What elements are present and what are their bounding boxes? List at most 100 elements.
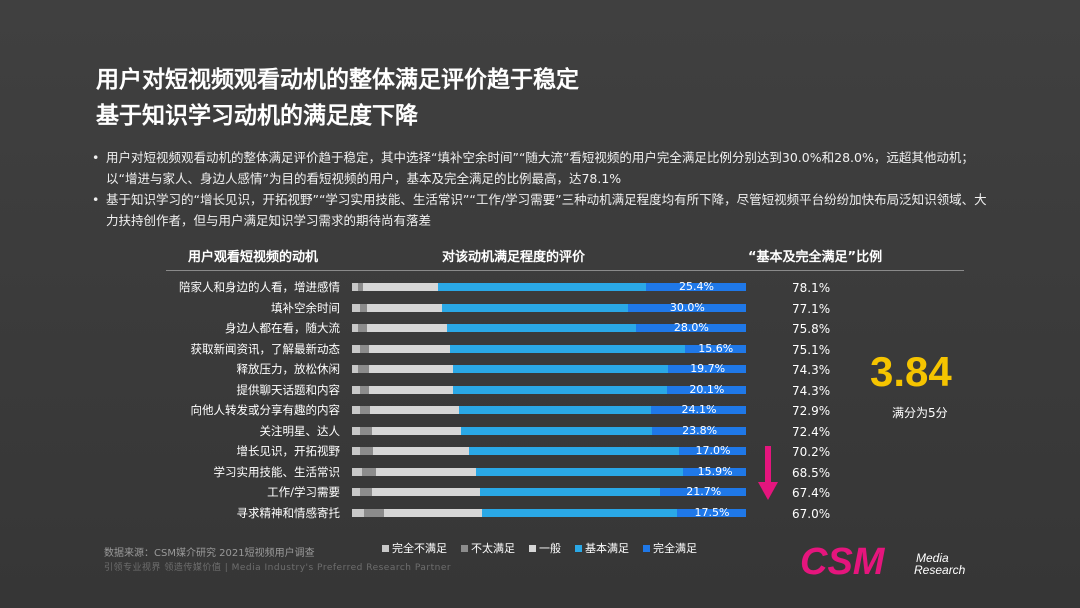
- bar-segment: [369, 344, 451, 353]
- csm-logo: CSM Media Research: [800, 541, 966, 582]
- bar-segment: [352, 303, 360, 312]
- category-label: 寻求精神和情感寄托: [236, 505, 341, 520]
- bar-segment: [683, 467, 746, 476]
- bar-segment: [359, 488, 373, 496]
- bar-segment: [359, 406, 371, 414]
- bar-segment: [684, 344, 746, 353]
- ratio-label: 68.5%: [792, 465, 831, 480]
- bar-segment: [668, 365, 746, 373]
- bar-segment: [677, 508, 746, 517]
- bar-segment: [359, 426, 373, 435]
- header-motive: 用户观看短视频的动机: [188, 250, 319, 265]
- header-ratio: “基本及完全满足”比例: [748, 250, 883, 265]
- ratio-label: 75.1%: [792, 342, 831, 357]
- bar-segment: [476, 467, 684, 476]
- bar-segment: [352, 324, 358, 332]
- bar-segment: [352, 447, 360, 455]
- full-satisfied-label: 25.4%: [678, 280, 714, 293]
- legend-swatch-icon: [529, 544, 536, 552]
- legend-swatch-icon: [382, 544, 389, 552]
- ratio-label: 67.0%: [792, 506, 831, 521]
- bar-segment: [372, 426, 461, 435]
- bar-row: [352, 324, 746, 332]
- bar-segment: [469, 447, 679, 455]
- full-satisfied-label: 24.1%: [681, 403, 717, 416]
- bar-segment: [357, 283, 364, 291]
- bar-segment: [438, 283, 646, 291]
- bar-segment: [357, 324, 367, 332]
- bar-segment: [372, 488, 481, 496]
- legend-label: 基本满足: [585, 542, 629, 555]
- data-source: 数据来源：CSM媒介研究 2021短视频用户调查: [104, 548, 315, 559]
- header-divider: [166, 270, 964, 271]
- full-satisfied-label: 21.7%: [686, 485, 722, 498]
- bullet-dot-icon: •: [92, 150, 100, 165]
- legend-item: 基本满足: [575, 540, 629, 556]
- bullet-item: • 基于知识学习的“增长见识，开拓视野”“学习实用技能、生活常识”“工作/学习需…: [92, 189, 992, 231]
- bar-segment: [635, 324, 746, 332]
- bar-segment: [352, 283, 358, 291]
- category-label: 学习实用技能、生活常识: [213, 464, 341, 479]
- bar-segment: [368, 365, 454, 373]
- bar-segment: [352, 365, 358, 373]
- bar-segment: [359, 344, 370, 353]
- legend-swatch-icon: [461, 544, 468, 552]
- bar-segment: [645, 283, 746, 291]
- category-label: 释放压力，放松休闲: [236, 362, 341, 376]
- bar-segment: [352, 406, 360, 414]
- bar-segment: [361, 467, 377, 476]
- bar-segment: [366, 324, 448, 332]
- bar-segment: [352, 508, 364, 517]
- bar-segment: [368, 385, 454, 394]
- bar-segment: [363, 508, 384, 517]
- category-label: 提供聊天话题和内容: [236, 382, 341, 397]
- legend-swatch-icon: [575, 544, 582, 552]
- ratio-label: 67.4%: [792, 486, 831, 500]
- bar-segment: [352, 467, 362, 476]
- bar-segment: [453, 385, 667, 394]
- bar-row: [352, 303, 746, 312]
- bar-segment: [627, 303, 746, 312]
- bar-segment: [352, 344, 360, 353]
- bar-segment: [651, 406, 746, 414]
- bar-segment: [359, 385, 369, 394]
- bar-row: [352, 385, 746, 394]
- ratio-label: 72.4%: [792, 424, 831, 439]
- bar-segment: [453, 365, 669, 373]
- ratio-label: 75.8%: [792, 322, 831, 336]
- legend-label: 完全满足: [653, 542, 697, 555]
- bar-segment: [460, 426, 653, 435]
- full-satisfied-label: 17.0%: [695, 444, 731, 457]
- bar-segment: [666, 385, 746, 394]
- bar-row: [352, 344, 746, 353]
- bullet-dot-icon: •: [92, 192, 100, 207]
- category-label: 向他人转发或分享有趣的内容: [190, 403, 341, 417]
- score-note: 满分为5分: [892, 406, 948, 420]
- bar-segment: [447, 324, 636, 332]
- down-arrow-icon: [758, 446, 778, 500]
- legend-label: 一般: [539, 542, 561, 555]
- ratio-label: 70.2%: [792, 445, 831, 459]
- full-satisfied-label: 17.5%: [694, 505, 730, 519]
- bar-segment: [352, 385, 360, 394]
- legend-label: 完全不满足: [392, 542, 447, 555]
- category-label: 陪家人和身边的人看，增进感情: [179, 280, 340, 294]
- category-label: 身边人都在看，随大流: [225, 321, 340, 335]
- full-satisfied-label: 28.0%: [673, 321, 709, 334]
- bar-segment: [458, 406, 652, 414]
- ratio-label: 74.3%: [792, 383, 831, 398]
- summary-bullets: • 用户对短视频观看动机的整体满足评价趋于稳定，其中选择“填补空余时间”“随大流…: [92, 147, 992, 231]
- bar-row: [352, 365, 746, 373]
- ratio-label: 78.1%: [792, 281, 831, 295]
- ratio-label: 72.9%: [792, 404, 831, 418]
- bar-segment: [450, 344, 685, 353]
- full-satisfied-label: 20.1%: [689, 382, 725, 396]
- bar-segment: [480, 488, 661, 496]
- page-subtitle: 基于知识学习动机的满足度下降: [96, 103, 418, 129]
- bar-segment: [376, 467, 477, 476]
- bar-segment: [372, 447, 470, 455]
- bullet-text: 基于知识学习的“增长见识，开拓视野”“学习实用技能、生活常识”“工作/学习需要”…: [106, 192, 987, 228]
- bar-segment: [442, 303, 628, 312]
- bar-segment: [370, 406, 459, 414]
- bar-segment: [359, 303, 368, 312]
